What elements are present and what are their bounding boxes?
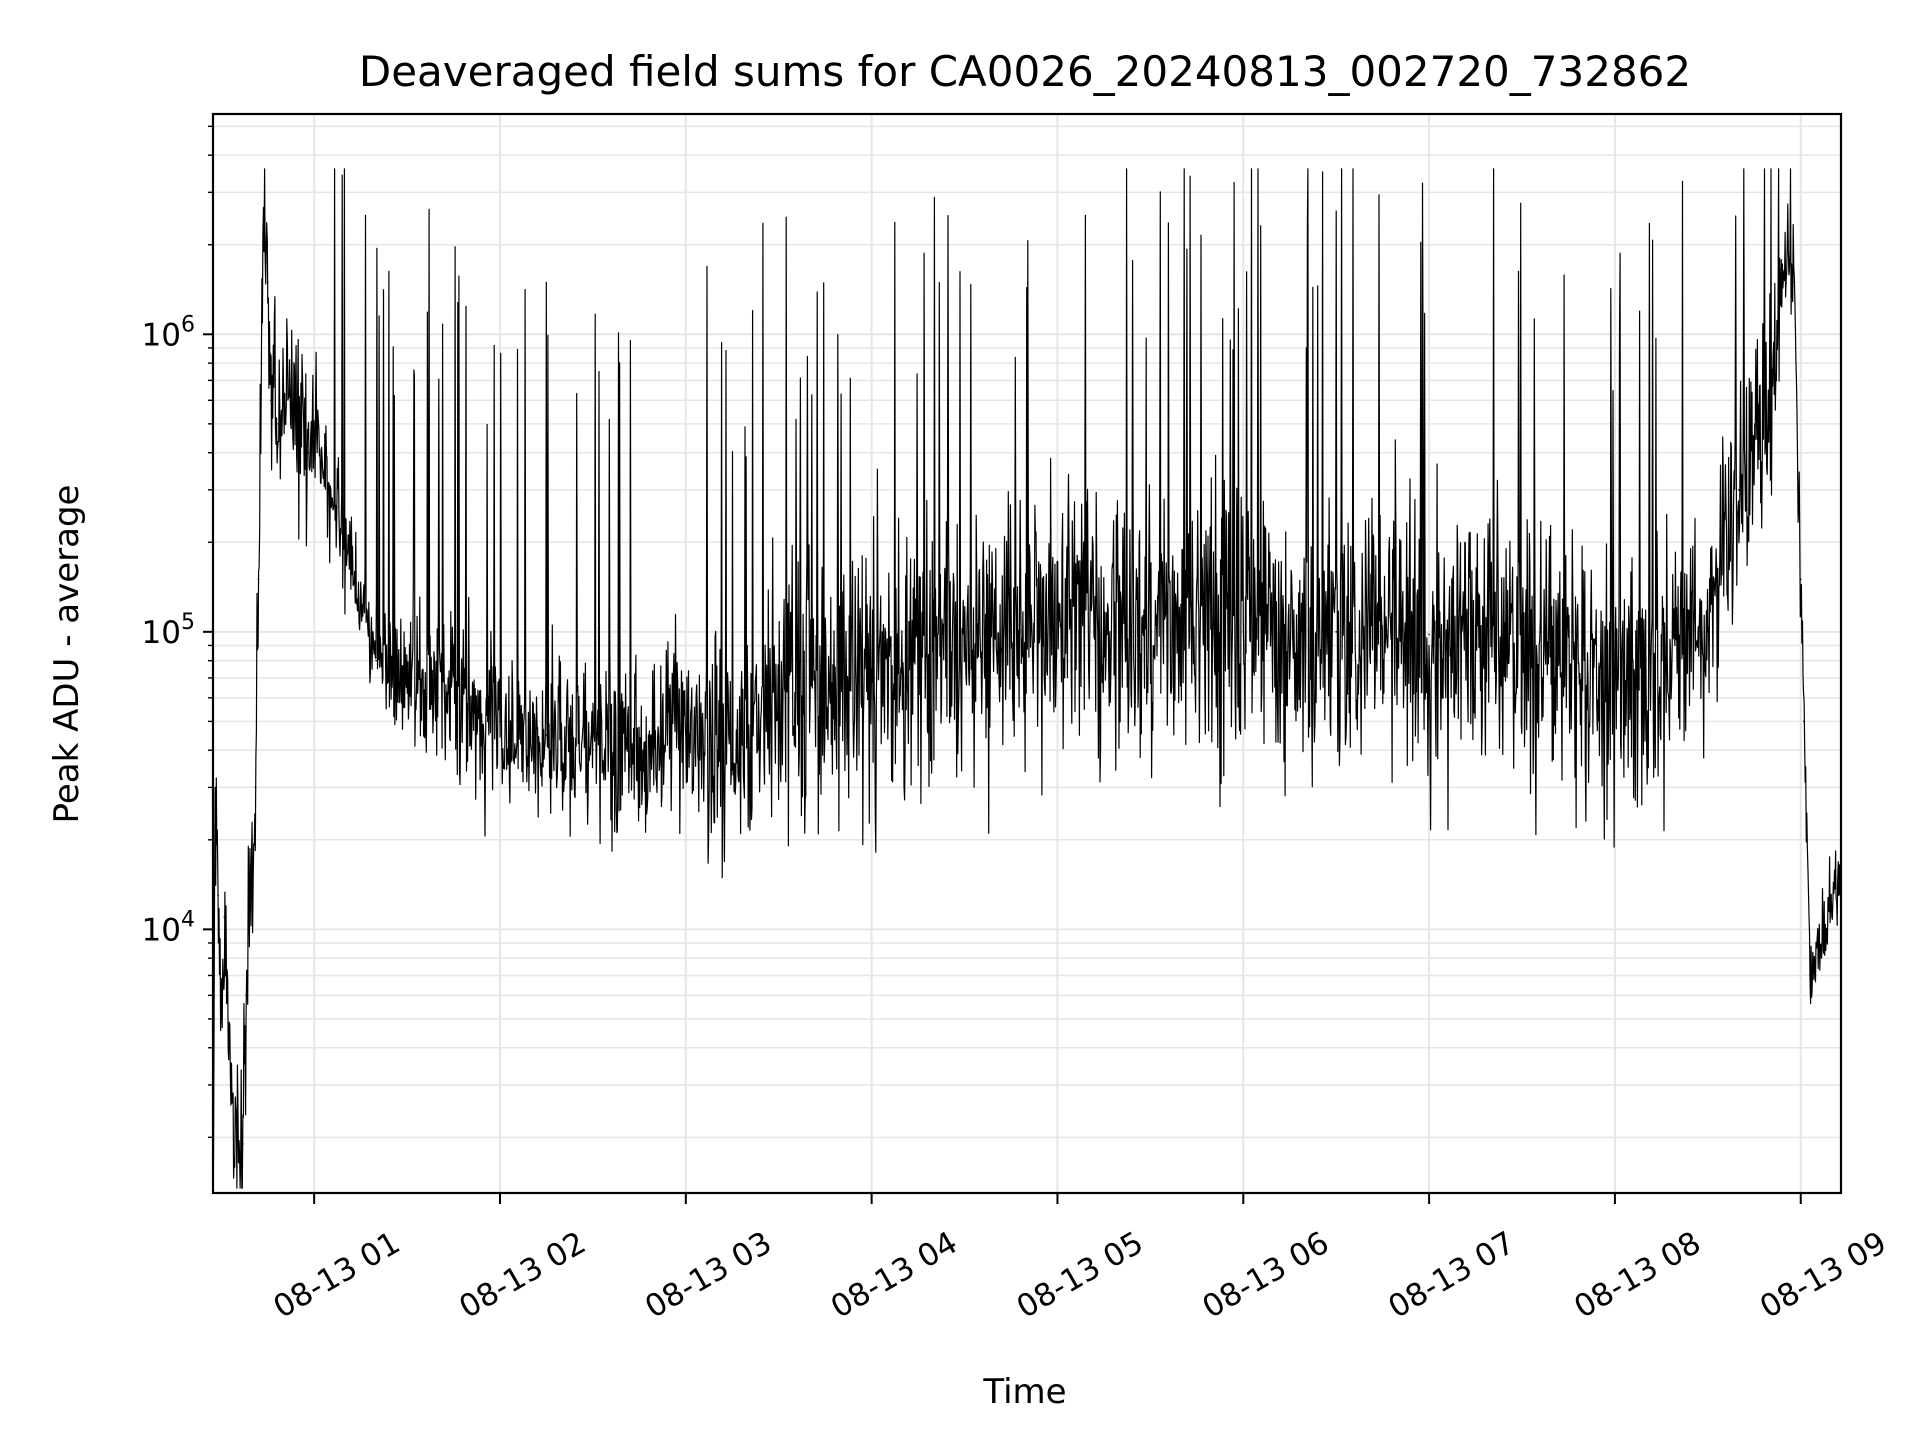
data-point <box>731 766 734 769</box>
data-point <box>257 578 260 581</box>
data-point <box>251 905 254 907</box>
y-tick-label: 106 <box>142 312 195 353</box>
data-point <box>223 916 226 918</box>
data-point <box>1803 720 1805 723</box>
data-point <box>870 668 873 670</box>
y-tick-label: 104 <box>142 907 195 948</box>
data-point <box>592 749 594 752</box>
data-point <box>963 644 966 647</box>
data-point <box>1787 243 1790 246</box>
data-point <box>263 191 266 194</box>
data-point <box>1149 624 1152 627</box>
data-point <box>260 362 263 364</box>
data-point <box>214 845 216 848</box>
data-point <box>282 399 284 402</box>
data-point <box>1428 633 1430 636</box>
data-point <box>1830 905 1833 907</box>
data-point <box>239 1150 241 1152</box>
data-point <box>499 720 501 723</box>
data-point <box>1242 631 1245 633</box>
axes-frame <box>211 112 1843 1195</box>
data-point <box>328 489 331 491</box>
chart-title: Deaveraged field sums for CA0026_2024081… <box>359 47 1691 96</box>
data-point <box>359 597 362 599</box>
data-point <box>1806 838 1808 841</box>
data-point <box>273 362 275 364</box>
data-point <box>217 894 219 897</box>
data-point <box>1809 974 1811 977</box>
data-point <box>685 734 687 736</box>
series-line <box>212 168 1842 1189</box>
data-point <box>254 786 257 789</box>
data-point <box>1799 578 1802 581</box>
y-axis-label: Peak ADU - average <box>47 485 87 824</box>
data-point <box>344 541 346 544</box>
data-point <box>1815 942 1818 944</box>
data-point <box>375 659 377 662</box>
data-point <box>437 697 439 699</box>
data-point <box>307 451 309 454</box>
data-point <box>297 423 300 425</box>
data-point <box>777 697 780 699</box>
data-point <box>266 281 269 283</box>
data-point <box>1335 631 1337 633</box>
data-point <box>1707 631 1709 633</box>
data-point <box>288 379 291 382</box>
data-point <box>1614 677 1616 679</box>
data-point <box>313 423 315 425</box>
data-point <box>1824 928 1827 931</box>
data-point <box>229 1084 232 1086</box>
data-point <box>270 399 272 402</box>
data-point <box>235 1136 238 1139</box>
data-point <box>406 677 408 679</box>
data-point <box>242 1143 244 1145</box>
data-point <box>1793 281 1796 283</box>
data-point <box>1778 309 1780 312</box>
x-axis-label: Time <box>982 1372 1066 1412</box>
data-point <box>390 677 393 679</box>
data-point <box>1660 659 1663 662</box>
y-tick-label: 105 <box>142 610 195 651</box>
data-point <box>276 423 278 425</box>
data-point <box>468 708 470 710</box>
data-point <box>220 994 223 997</box>
data-point <box>1521 644 1523 647</box>
data-point <box>1768 399 1771 402</box>
data-point <box>1737 489 1740 491</box>
data-point <box>638 756 641 758</box>
data-point <box>1056 618 1059 621</box>
data-point <box>245 994 247 997</box>
data-point <box>545 734 548 736</box>
